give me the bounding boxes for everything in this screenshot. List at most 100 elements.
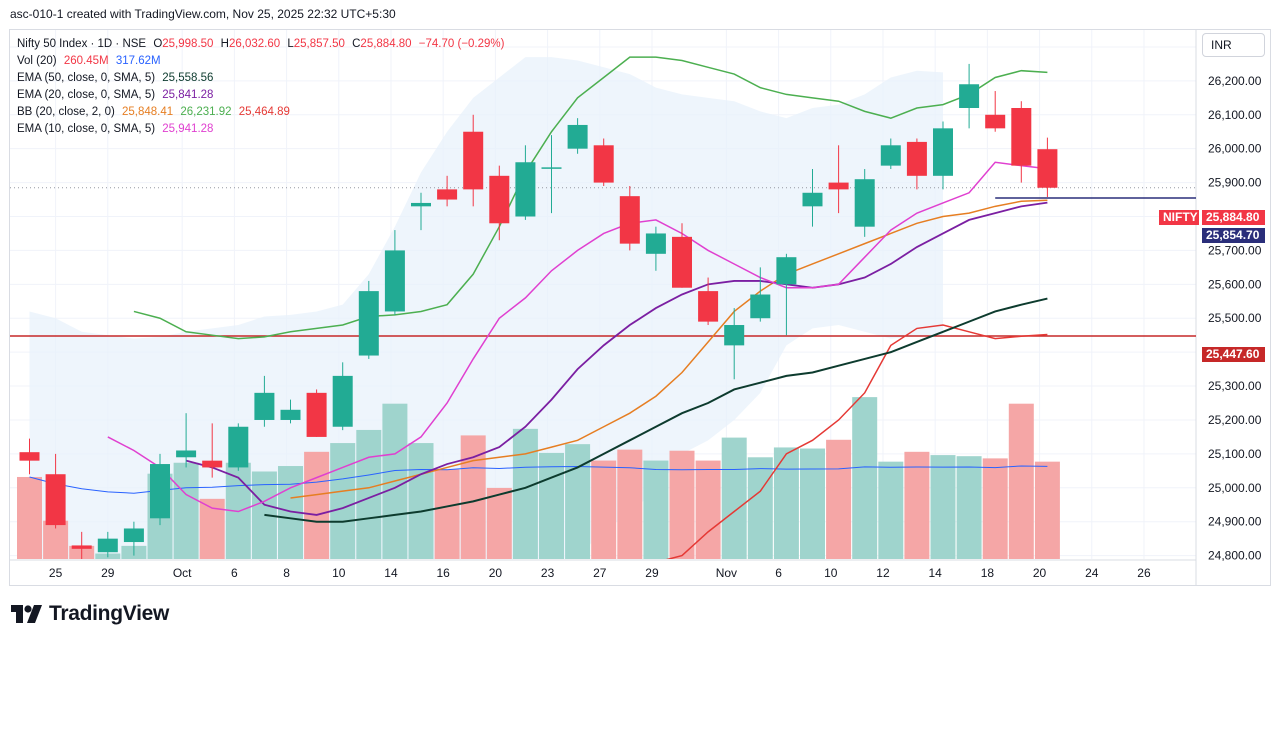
legend-open-label: O bbox=[153, 38, 163, 50]
price-axis-label: 26,200.00 bbox=[1208, 74, 1262, 88]
price-axis-label: 24,900.00 bbox=[1208, 515, 1262, 529]
legend-close: 25,884.80 bbox=[360, 38, 412, 50]
candle-body bbox=[463, 131, 484, 190]
volume-bar bbox=[173, 462, 199, 559]
legend-ohlc: Nifty 50 Index · 1D · NSE O25,998.50 H26… bbox=[17, 36, 508, 53]
time-axis-label: 29 bbox=[645, 566, 659, 580]
candle-body bbox=[802, 192, 823, 207]
candle-body bbox=[906, 141, 927, 176]
volume-bar bbox=[617, 449, 643, 559]
legend-volume-ma: 317.62M bbox=[115, 55, 161, 67]
price-axis-label: 25,500.00 bbox=[1208, 311, 1262, 325]
price-axis-label: 26,000.00 bbox=[1208, 142, 1262, 156]
chart-frame[interactable] bbox=[9, 29, 1271, 586]
time-axis-label: 18 bbox=[981, 566, 995, 580]
candle-body bbox=[593, 145, 614, 183]
hline-price-tag: 25,447.60 bbox=[1202, 347, 1265, 362]
price-axis-label: 25,200.00 bbox=[1208, 413, 1262, 427]
legend-ema10-value: 25,941.28 bbox=[162, 123, 214, 135]
time-axis-label: 8 bbox=[283, 566, 290, 580]
candle-body bbox=[541, 167, 562, 169]
time-axis-label: 29 bbox=[101, 566, 115, 580]
price-axis-label: 25,900.00 bbox=[1208, 176, 1262, 190]
volume-bar bbox=[852, 397, 878, 559]
volume-bar bbox=[1034, 461, 1060, 559]
bollinger-basis-line bbox=[290, 199, 1048, 499]
candle-body bbox=[1011, 107, 1032, 166]
candle-body bbox=[123, 528, 144, 543]
volume-bar bbox=[304, 451, 330, 559]
time-axis-label: 20 bbox=[489, 566, 503, 580]
volume-bar bbox=[408, 443, 434, 559]
legend-bb-name: BB (20, close, 2, 0) bbox=[17, 106, 115, 118]
time-axis-label: 20 bbox=[1033, 566, 1047, 580]
volume-bar bbox=[826, 439, 852, 559]
tradingview-logo[interactable]: TradingView bbox=[11, 602, 169, 626]
volume-bar bbox=[1008, 403, 1034, 559]
volume-bar bbox=[591, 460, 617, 559]
candle-body bbox=[1037, 149, 1058, 188]
candle-body bbox=[515, 162, 536, 217]
time-axis-label: 16 bbox=[437, 566, 451, 580]
ema20-line bbox=[185, 201, 1048, 516]
time-axis-label: 24 bbox=[1085, 566, 1099, 580]
volume-bar bbox=[930, 455, 956, 559]
volume-bar bbox=[956, 456, 982, 559]
candle-body bbox=[724, 325, 745, 346]
volume-bar bbox=[643, 460, 669, 559]
legend-symbol[interactable]: Nifty 50 Index · 1D · NSE bbox=[17, 38, 147, 50]
price-axis-label: 25,100.00 bbox=[1208, 447, 1262, 461]
currency-selector[interactable]: INR bbox=[1202, 33, 1265, 57]
candle-body bbox=[332, 375, 353, 427]
legend-ema10[interactable]: EMA (10, close, 0, SMA, 5) 25,941.28 bbox=[17, 121, 508, 138]
time-axis-label: 26 bbox=[1137, 566, 1151, 580]
volume-bar bbox=[721, 437, 747, 559]
legend-high-label: H bbox=[220, 38, 229, 50]
tradingview-logo-icon bbox=[11, 605, 42, 623]
time-axis-label: 14 bbox=[384, 566, 398, 580]
legend-close-label: C bbox=[352, 38, 361, 50]
candle-body bbox=[437, 189, 458, 200]
chart-caption: asc-010-1 created with TradingView.com, … bbox=[10, 7, 396, 21]
legend-high: 26,032.60 bbox=[228, 38, 281, 50]
candle-body bbox=[45, 474, 66, 526]
candle-body bbox=[280, 409, 301, 420]
legend-bb-basis: 25,848.41 bbox=[122, 106, 174, 118]
candle-body bbox=[645, 233, 666, 254]
volume-bar bbox=[773, 447, 799, 559]
legend-low-label: L bbox=[287, 38, 294, 50]
tradingview-logo-text: TradingView bbox=[49, 602, 170, 625]
time-axis-label: Oct bbox=[173, 566, 192, 580]
volume-bar bbox=[800, 448, 825, 559]
legend-bb-upper: 26,231.92 bbox=[180, 106, 232, 118]
volume-bar bbox=[17, 476, 42, 559]
chart-legend: Nifty 50 Index · 1D · NSE O25,998.50 H26… bbox=[17, 36, 508, 138]
candle-body bbox=[306, 392, 327, 437]
volume-bar bbox=[434, 469, 460, 559]
candle-body bbox=[985, 114, 1006, 129]
legend-ema20[interactable]: EMA (20, close, 0, SMA, 5) 25,841.28 bbox=[17, 87, 508, 104]
volume-bar bbox=[486, 487, 512, 559]
candle-body bbox=[254, 392, 275, 420]
volume-bar bbox=[747, 457, 773, 559]
candle-body bbox=[411, 202, 431, 207]
legend-ema50-name: EMA (50, close, 0, SMA, 5) bbox=[17, 72, 156, 84]
legend-ema50[interactable]: EMA (50, close, 0, SMA, 5) 25,558.56 bbox=[17, 70, 508, 87]
candle-body bbox=[489, 175, 510, 224]
prior-price-tag: 25,854.70 bbox=[1202, 228, 1265, 243]
candle-body bbox=[19, 452, 40, 461]
volume-bar bbox=[565, 444, 591, 559]
bollinger-lower-line bbox=[665, 324, 1048, 559]
bollinger-upper-line bbox=[133, 56, 1048, 340]
time-axis-label: 23 bbox=[541, 566, 555, 580]
legend-bb[interactable]: BB (20, close, 2, 0) 25,848.41 26,231.92… bbox=[17, 104, 508, 121]
candle-body bbox=[933, 128, 953, 176]
legend-volume[interactable]: Vol (20) 260.45M 317.62M bbox=[17, 53, 508, 70]
volume-bar bbox=[904, 451, 930, 559]
candle-body bbox=[828, 182, 849, 190]
candle-body bbox=[228, 426, 249, 468]
legend-ema10-name: EMA (10, close, 0, SMA, 5) bbox=[17, 123, 156, 135]
price-axis-label: 25,700.00 bbox=[1208, 243, 1262, 257]
candle-body bbox=[176, 450, 197, 458]
ema50-line bbox=[264, 297, 1048, 523]
